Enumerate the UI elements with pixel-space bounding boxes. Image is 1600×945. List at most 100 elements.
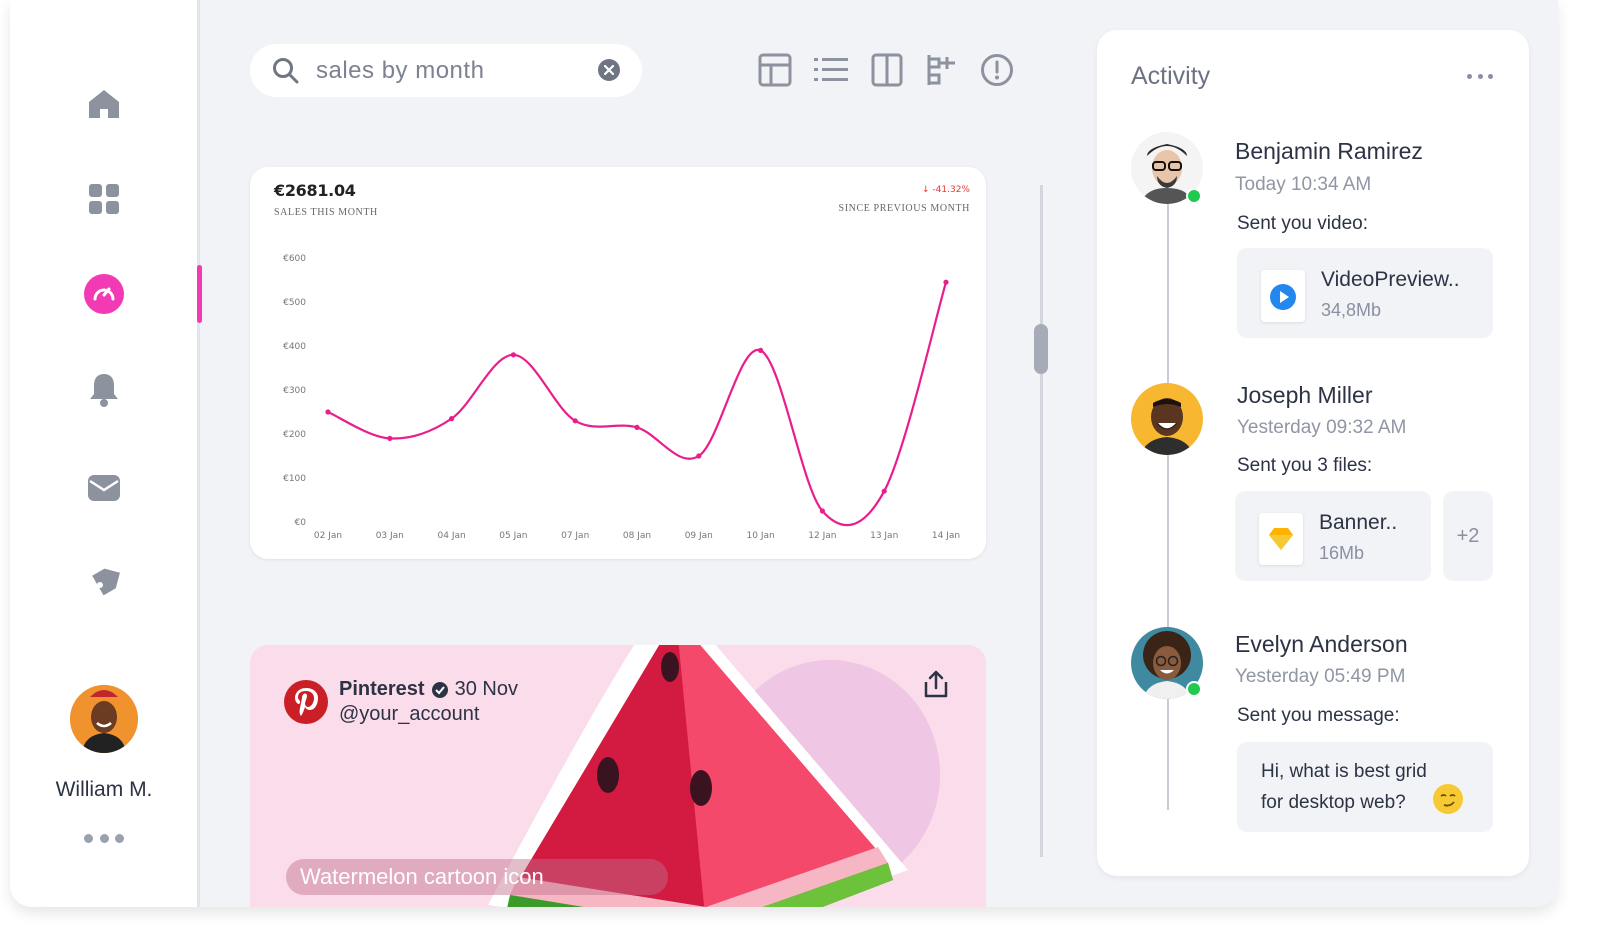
- alert-icon: [981, 54, 1013, 86]
- nav-home[interactable]: [82, 82, 126, 126]
- file-attachment[interactable]: VideoPreview.. 34,8Mb: [1237, 248, 1493, 338]
- user-name: William M.: [55, 778, 153, 801]
- x-tick-label: 09 Jan: [685, 531, 713, 541]
- search-bar: [250, 44, 642, 97]
- x-tick-label: 07 Jan: [561, 531, 589, 541]
- columns-view-button[interactable]: [870, 53, 904, 87]
- x-tick-label: 04 Jan: [438, 531, 466, 541]
- avatar[interactable]: [1131, 383, 1203, 455]
- data-point[interactable]: [325, 409, 331, 415]
- sales-change-value: -41.32%: [932, 185, 970, 195]
- list-view-button[interactable]: [814, 53, 848, 87]
- file-size: 34,8Mb: [1321, 300, 1382, 320]
- activity-panel: Activity Benjamin Ramirez Today 10:34 AM…: [1097, 30, 1529, 876]
- pin-caption: Watermelon cartoon icon: [286, 859, 668, 895]
- info-button[interactable]: [980, 53, 1014, 87]
- pin-header: Pinterest 30 Nov: [339, 678, 518, 701]
- bell-icon: [90, 374, 118, 407]
- search-icon: [273, 58, 299, 84]
- smirk-emoji-icon: [1433, 784, 1463, 814]
- y-tick-label: €0: [295, 518, 307, 528]
- activity-title: Activity: [1131, 62, 1211, 90]
- app-window: William M. €2681.04 Sales this month ↓ -…: [10, 0, 1558, 907]
- close-icon: [604, 65, 614, 75]
- sales-amount-label: Sales this month: [274, 207, 378, 218]
- y-tick-label: €400: [283, 342, 306, 352]
- pin-date: 30 Nov: [454, 678, 518, 700]
- nav-analytics[interactable]: [84, 274, 124, 314]
- active-nav-indicator: [197, 265, 202, 323]
- message-text: Hi, what is best grid for desktop web?: [1261, 761, 1427, 813]
- flow-icon: [927, 55, 955, 85]
- scrollbar-thumb[interactable]: [1034, 324, 1048, 374]
- y-tick-label: €600: [283, 254, 306, 264]
- sales-change: ↓ -41.32%: [922, 185, 970, 195]
- x-tick-label: 02 Jan: [314, 531, 342, 541]
- activity-time: Yesterday 09:32 AM: [1237, 417, 1407, 438]
- pin-card[interactable]: Pinterest 30 Nov @your_account Watermelo…: [250, 645, 986, 907]
- timeline-line: [1167, 190, 1169, 810]
- data-point[interactable]: [572, 418, 578, 424]
- y-tick-label: €500: [283, 298, 306, 308]
- message-bubble[interactable]: Hi, what is best grid for desktop web?: [1237, 742, 1493, 832]
- share-icon[interactable]: [922, 669, 950, 699]
- sidebar: William M.: [10, 0, 200, 907]
- x-tick-label: 03 Jan: [376, 531, 404, 541]
- file-name: VideoPreview..: [1321, 268, 1460, 291]
- activity-message: Sent you 3 files:: [1237, 455, 1373, 476]
- list-icon: [814, 58, 848, 81]
- more-files-button[interactable]: +2: [1443, 491, 1493, 581]
- activity-user-name[interactable]: Joseph Miller: [1237, 382, 1373, 408]
- user-avatar-image: [70, 685, 138, 753]
- user-more-button[interactable]: [84, 828, 124, 848]
- file-name: Banner..: [1319, 511, 1398, 534]
- data-point[interactable]: [387, 435, 393, 441]
- data-point[interactable]: [696, 453, 702, 459]
- x-tick-label: 12 Jan: [808, 531, 836, 541]
- pin-source-name[interactable]: Pinterest: [339, 678, 425, 700]
- y-tick-label: €100: [283, 474, 306, 484]
- search-input[interactable]: [316, 54, 586, 87]
- file-attachment[interactable]: Banner.. 16Mb: [1235, 491, 1431, 581]
- activity-time: Yesterday 05:49 PM: [1235, 666, 1406, 687]
- pin-account[interactable]: @your_account: [339, 703, 480, 725]
- data-point[interactable]: [634, 424, 640, 430]
- nav-tags[interactable]: [82, 560, 126, 604]
- nav-notifications[interactable]: [82, 367, 126, 411]
- nav-dashboard[interactable]: [82, 177, 126, 221]
- nav-messages[interactable]: [82, 466, 126, 510]
- flow-view-button[interactable]: [924, 53, 958, 87]
- y-tick-label: €200: [283, 430, 306, 440]
- joseph-avatar-image: [1131, 383, 1203, 455]
- down-arrow-icon: ↓: [922, 185, 930, 195]
- columns-icon: [871, 53, 903, 87]
- verified-icon: [431, 681, 448, 698]
- file-icon: [1259, 513, 1303, 565]
- play-icon: [1270, 284, 1296, 310]
- activity-more-button[interactable]: [1467, 74, 1493, 82]
- data-point[interactable]: [510, 352, 516, 358]
- gauge-icon: [93, 287, 115, 301]
- data-point[interactable]: [819, 508, 826, 514]
- activity-user-name[interactable]: Evelyn Anderson: [1235, 631, 1408, 657]
- sidebar-divider: [197, 0, 200, 907]
- clear-search-button[interactable]: [598, 59, 620, 81]
- sales-line-chart: €0 €100 €200 €300 €400 €500 €600 02 Jan 03 Jan 04…: [283, 254, 960, 541]
- activity-message: Sent you message:: [1237, 705, 1400, 726]
- file-size: 16Mb: [1319, 543, 1365, 563]
- y-tick-label: €300: [283, 386, 306, 396]
- scrollbar-track[interactable]: [1040, 185, 1043, 857]
- watermelon-image: [488, 645, 908, 907]
- data-point[interactable]: [881, 488, 887, 494]
- activity-user-name[interactable]: Benjamin Ramirez: [1235, 138, 1423, 164]
- sales-change-label: Since Previous Month: [838, 203, 970, 214]
- table-layout-icon: [758, 53, 792, 87]
- table-layout-button[interactable]: [758, 53, 792, 87]
- mail-icon: [88, 475, 120, 501]
- data-point[interactable]: [758, 347, 764, 353]
- data-point[interactable]: [943, 279, 949, 285]
- data-point[interactable]: [449, 416, 455, 422]
- avatar[interactable]: [70, 685, 138, 753]
- online-status-dot: [1186, 188, 1202, 204]
- tag-icon: [92, 568, 120, 596]
